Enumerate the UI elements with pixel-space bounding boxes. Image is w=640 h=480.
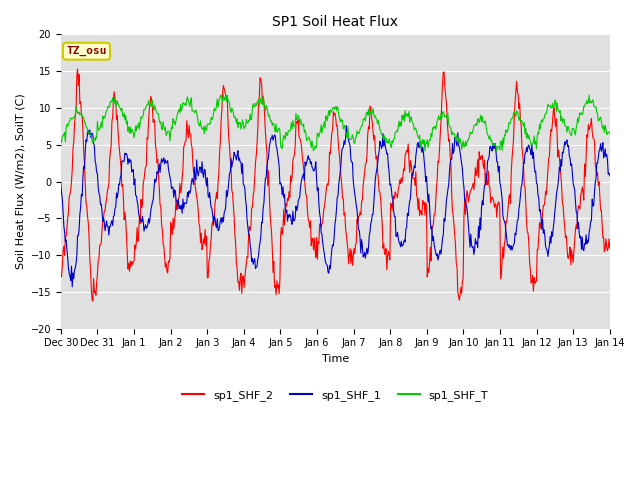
sp1_SHF_2 (420, 202, 428, 207)
sp1_SHF_1 (342, 123, 350, 129)
Line: sp1_SHF_2: sp1_SHF_2 (61, 69, 610, 301)
sp1_SHF_T (421, 148, 429, 154)
sp1_SHF_1 (420, 150, 428, 156)
Y-axis label: Soil Heat Flux (W/m2), SoilT (C): Soil Heat Flux (W/m2), SoilT (C) (15, 94, 25, 269)
sp1_SHF_2 (125, 261, 132, 266)
sp1_SHF_T (606, 131, 614, 136)
sp1_SHF_2 (606, 245, 614, 251)
sp1_SHF_T (222, 92, 230, 97)
sp1_SHF_T (124, 118, 131, 124)
sp1_SHF_2 (180, 142, 188, 147)
Legend: sp1_SHF_2, sp1_SHF_1, sp1_SHF_T: sp1_SHF_2, sp1_SHF_1, sp1_SHF_T (178, 386, 493, 406)
sp1_SHF_2 (210, 222, 218, 228)
sp1_SHF_2 (74, 66, 81, 72)
sp1_SHF_1 (180, 205, 188, 211)
sp1_SHF_1 (68, 284, 76, 290)
sp1_SHF_T (403, 111, 410, 117)
Line: sp1_SHF_1: sp1_SHF_1 (61, 126, 610, 287)
sp1_SHF_T (419, 136, 426, 142)
sp1_SHF_1 (404, 210, 412, 216)
sp1_SHF_T (179, 100, 187, 106)
sp1_SHF_1 (124, 161, 132, 167)
Title: SP1 Soil Heat Flux: SP1 Soil Heat Flux (272, 15, 398, 29)
sp1_SHF_1 (606, 173, 614, 179)
Line: sp1_SHF_T: sp1_SHF_T (61, 95, 610, 151)
sp1_SHF_1 (67, 278, 74, 284)
sp1_SHF_1 (57, 180, 65, 185)
sp1_SHF_2 (67, 188, 74, 194)
sp1_SHF_1 (209, 212, 216, 218)
X-axis label: Time: Time (322, 354, 349, 364)
sp1_SHF_2 (404, 149, 412, 155)
sp1_SHF_T (208, 117, 216, 122)
sp1_SHF_2 (57, 273, 65, 279)
sp1_SHF_T (67, 115, 74, 121)
Text: TZ_osu: TZ_osu (67, 46, 107, 56)
sp1_SHF_2 (89, 298, 97, 304)
sp1_SHF_T (57, 137, 65, 143)
